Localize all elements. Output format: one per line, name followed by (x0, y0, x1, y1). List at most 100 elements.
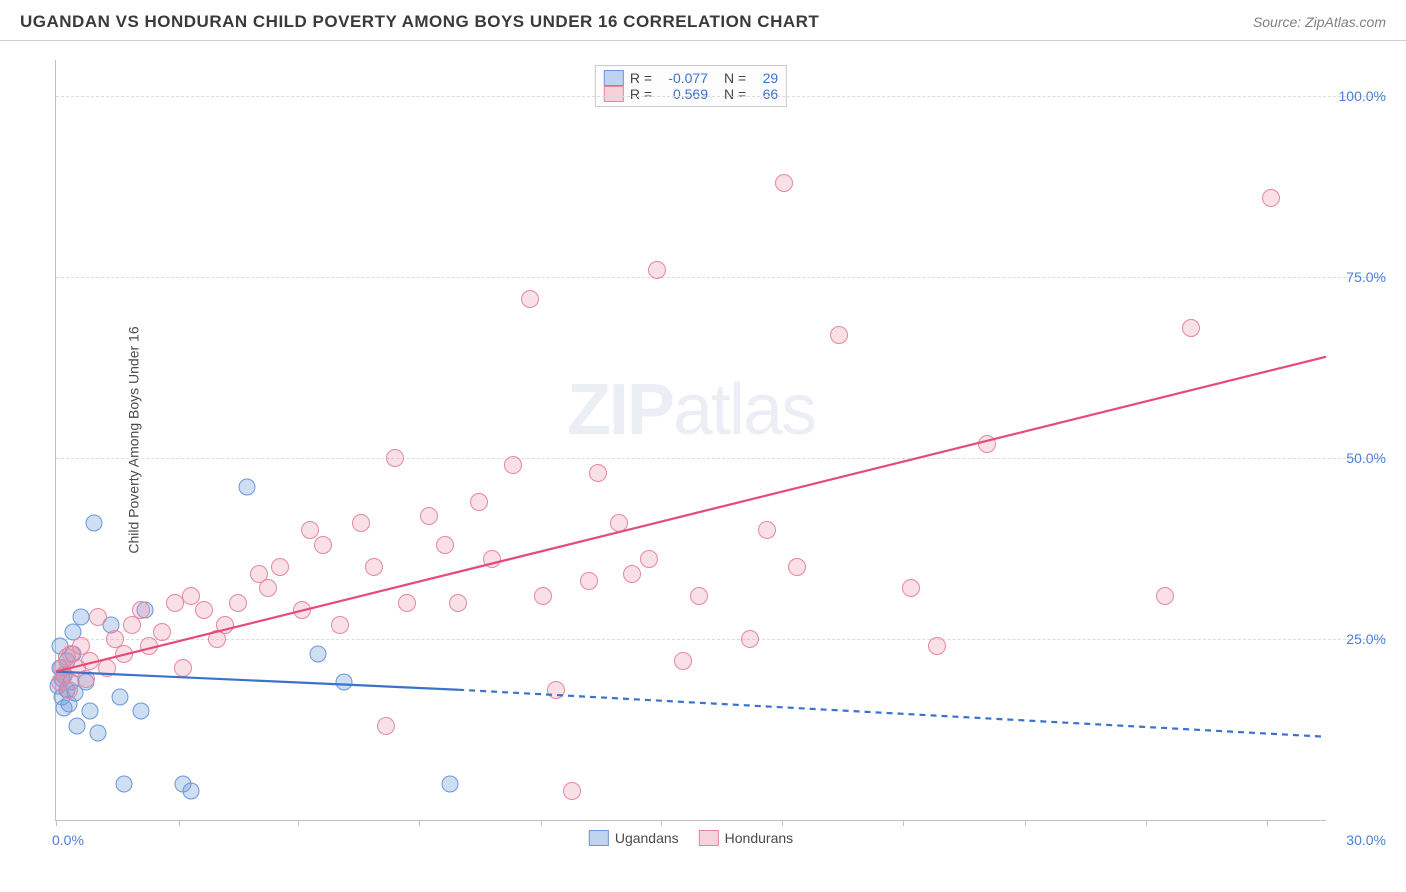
data-point (1156, 587, 1174, 605)
y-tick-label: 75.0% (1346, 269, 1386, 285)
data-point (81, 652, 99, 670)
legend-swatch-icon (589, 830, 609, 846)
x-axis-end-label: 30.0% (1346, 832, 1386, 848)
data-point (441, 775, 458, 792)
data-point (335, 674, 352, 691)
legend-swatch-ugandans (604, 70, 624, 86)
plot-region: ZIPatlas R = -0.077 N = 29 R = 0.569 N =… (55, 60, 1326, 821)
legend-n-value-ugandans: 29 (752, 70, 778, 86)
watermark-bold: ZIP (567, 370, 673, 450)
data-point (153, 623, 171, 641)
data-point (365, 558, 383, 576)
x-tick (1267, 820, 1268, 826)
source-attribution: Source: ZipAtlas.com (1253, 14, 1386, 30)
legend-r-value-hondurans: 0.569 (658, 86, 708, 102)
grid-line (56, 458, 1386, 459)
data-point (73, 609, 90, 626)
data-point (398, 594, 416, 612)
legend-swatch-icon (699, 830, 719, 846)
data-point (504, 456, 522, 474)
data-point (547, 681, 565, 699)
data-point (77, 670, 95, 688)
legend-r-value-ugandans: -0.077 (658, 70, 708, 86)
data-point (775, 174, 793, 192)
grid-line (56, 277, 1386, 278)
data-point (674, 652, 692, 670)
data-point (140, 637, 158, 655)
data-point (640, 550, 658, 568)
data-point (229, 594, 247, 612)
legend-swatch-hondurans (604, 86, 624, 102)
data-point (1182, 319, 1200, 337)
legend-item-ugandans: Ugandans (589, 830, 679, 846)
legend-row-ugandans: R = -0.077 N = 29 (604, 70, 778, 86)
correlation-legend: R = -0.077 N = 29 R = 0.569 N = 66 (595, 65, 787, 107)
data-point (648, 261, 666, 279)
y-tick-label: 50.0% (1346, 450, 1386, 466)
chart-area: Child Poverty Among Boys Under 16 ZIPatl… (55, 60, 1385, 820)
data-point (521, 290, 539, 308)
data-point (449, 594, 467, 612)
data-point (830, 326, 848, 344)
data-point (741, 630, 759, 648)
data-point (259, 579, 277, 597)
x-tick (782, 820, 783, 826)
data-point (81, 703, 98, 720)
data-point (928, 637, 946, 655)
data-point (610, 514, 628, 532)
trend-overlay (56, 60, 1386, 820)
data-point (90, 725, 107, 742)
data-point (89, 608, 107, 626)
x-tick (419, 820, 420, 826)
legend-label: Ugandans (615, 830, 679, 846)
data-point (470, 493, 488, 511)
chart-header: UGANDAN VS HONDURAN CHILD POVERTY AMONG … (0, 0, 1406, 41)
data-point (132, 703, 149, 720)
data-point (623, 565, 641, 583)
x-tick (661, 820, 662, 826)
data-point (758, 521, 776, 539)
data-point (331, 616, 349, 634)
data-point (195, 601, 213, 619)
data-point (98, 659, 116, 677)
y-tick-label: 25.0% (1346, 631, 1386, 647)
data-point (115, 775, 132, 792)
data-point (216, 616, 234, 634)
data-point (589, 464, 607, 482)
x-tick (179, 820, 180, 826)
legend-label: Hondurans (725, 830, 794, 846)
grid-line (56, 639, 1386, 640)
data-point (86, 515, 103, 532)
data-point (420, 507, 438, 525)
data-point (534, 587, 552, 605)
data-point (788, 558, 806, 576)
watermark: ZIPatlas (567, 369, 815, 451)
data-point (352, 514, 370, 532)
x-tick (1025, 820, 1026, 826)
data-point (1262, 189, 1280, 207)
legend-r-label: R = (630, 70, 652, 86)
x-tick (1146, 820, 1147, 826)
trend-line (56, 672, 458, 690)
data-point (978, 435, 996, 453)
data-point (386, 449, 404, 467)
trend-line (458, 690, 1326, 737)
legend-item-hondurans: Hondurans (699, 830, 794, 846)
x-tick (903, 820, 904, 826)
y-tick-label: 100.0% (1339, 88, 1386, 104)
data-point (310, 645, 327, 662)
data-point (902, 579, 920, 597)
series-legend: Ugandans Hondurans (589, 830, 793, 846)
trend-line (56, 357, 1326, 672)
legend-n-label: N = (724, 70, 746, 86)
legend-row-hondurans: R = 0.569 N = 66 (604, 86, 778, 102)
data-point (436, 536, 454, 554)
data-point (271, 558, 289, 576)
data-point (238, 479, 255, 496)
data-point (314, 536, 332, 554)
x-tick (298, 820, 299, 826)
data-point (183, 783, 200, 800)
data-point (690, 587, 708, 605)
data-point (293, 601, 311, 619)
legend-n-label: N = (724, 86, 746, 102)
